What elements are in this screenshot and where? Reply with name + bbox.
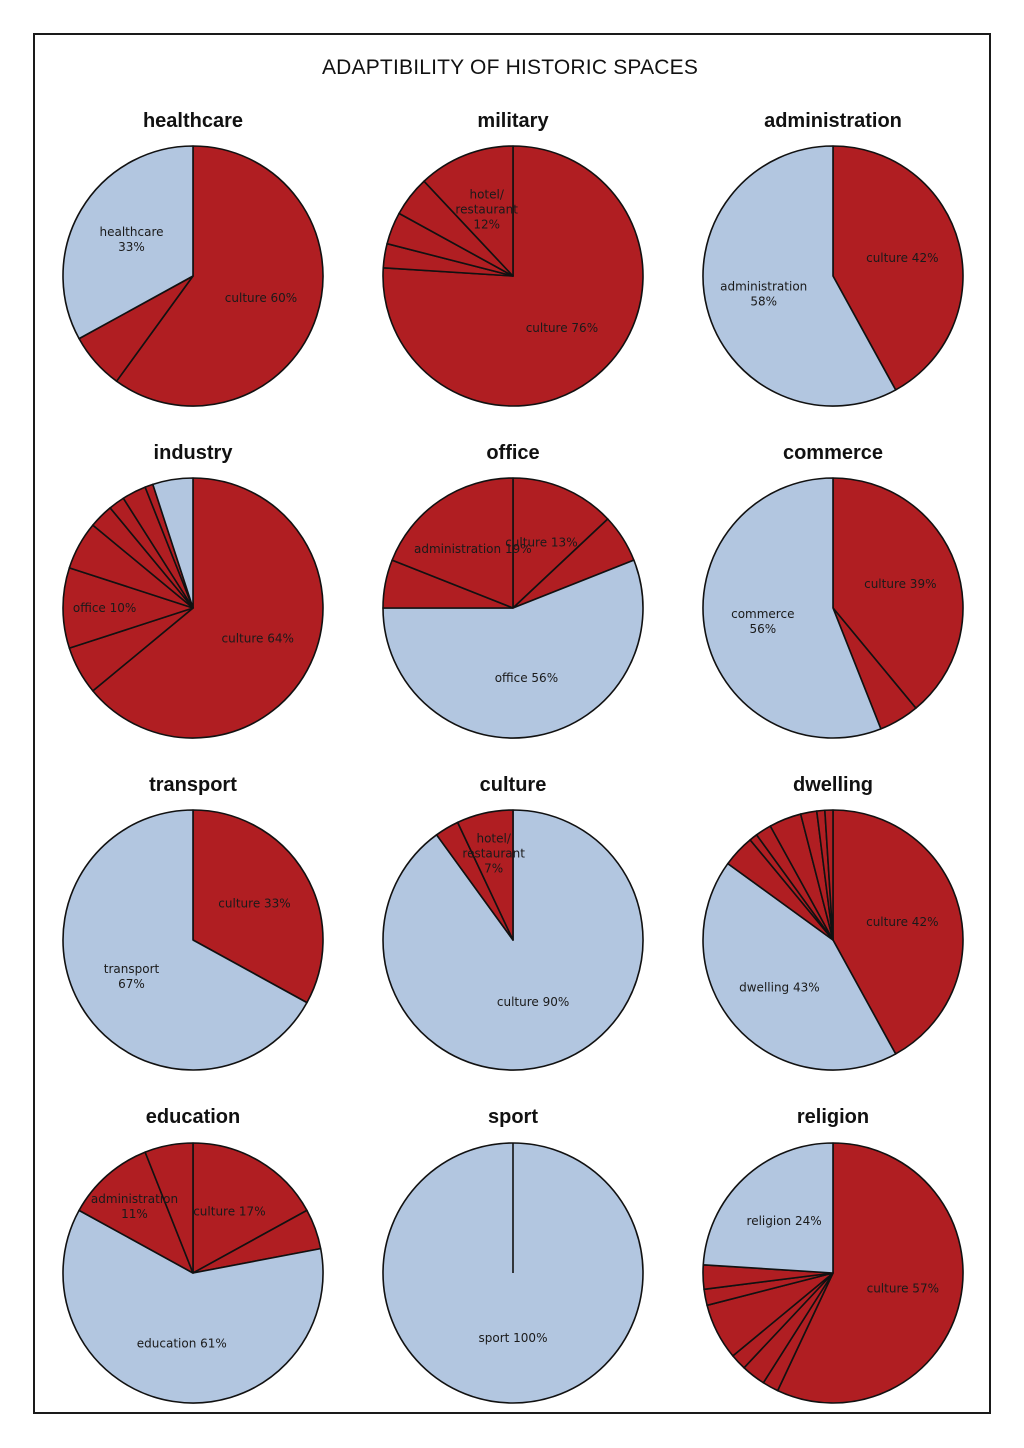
pie-office: office culture 13% office 56% administratio… — [382, 442, 644, 739]
slice-label: hotel/restaurant 12% — [455, 188, 518, 232]
slice-label: hotel/restaurant 7% — [462, 832, 525, 876]
slice-label: religion 24% — [747, 1214, 822, 1228]
pie-slice — [192, 809, 324, 1004]
slice-label: culture 90% — [497, 995, 569, 1009]
pie-title: commerce — [783, 442, 883, 464]
pie-religion: religion culture 57% religion 24% — [702, 1106, 964, 1404]
pie-industry: industry culture 64% office 10% — [62, 442, 324, 739]
pie-slice — [832, 145, 964, 391]
pie-transport: transport culture 33% transport 67% — [62, 774, 324, 1071]
pie-healthcare: healthcare culture 60% healthcare 33% — [62, 110, 324, 407]
pie-title: religion — [797, 1106, 869, 1128]
slice-label: culture 13% — [505, 535, 577, 549]
pie-slice — [702, 1142, 834, 1274]
pie-slice — [382, 145, 644, 407]
pie-slice — [776, 1142, 964, 1404]
slice-label: administration 58% — [720, 279, 807, 308]
pie-title: education — [146, 1106, 240, 1128]
pie-sport: sport sport 100% — [382, 1106, 644, 1404]
pie-title: military — [477, 110, 549, 132]
pie-title: sport — [488, 1106, 538, 1128]
pie-slice — [702, 145, 897, 407]
slice-label: administration 19% — [414, 542, 532, 556]
pie-slice — [382, 559, 644, 739]
slice-label: sport 100% — [479, 1331, 548, 1345]
pie-slice — [152, 477, 194, 609]
pie-title: office — [486, 442, 539, 464]
pie-slice — [92, 477, 324, 739]
pie-slice — [702, 862, 897, 1071]
slice-label: commerce 56% — [731, 607, 794, 636]
slice-label: culture 33% — [218, 897, 290, 911]
slice-label: transport 67% — [104, 962, 160, 991]
pie-slice — [144, 1142, 194, 1274]
pie-title: dwelling — [793, 774, 873, 796]
pie-slice — [192, 1142, 308, 1274]
pie-slice — [62, 145, 194, 340]
pie-slice — [78, 1151, 194, 1274]
figure-frame — [33, 33, 991, 1414]
pie-slice — [62, 567, 194, 649]
pie-title: industry — [154, 442, 234, 464]
slice-label: administration 11% — [91, 1192, 178, 1221]
pie-title: transport — [149, 774, 237, 796]
pie-slice — [824, 809, 834, 941]
pie-slice — [62, 1209, 324, 1404]
slice-label: culture 39% — [864, 577, 936, 591]
slice-label: office 10% — [73, 601, 136, 615]
slice-label: culture 17% — [193, 1205, 265, 1219]
pie-military: military culture 76% hotel/restaurant 12% — [382, 110, 644, 407]
pie-slice — [382, 809, 644, 1071]
pie-title: administration — [764, 110, 902, 132]
pie-slice — [512, 477, 609, 609]
pie-slice — [702, 477, 882, 739]
slice-label: culture 76% — [526, 321, 598, 335]
pie-slice — [832, 809, 964, 1055]
pie-title: culture — [480, 774, 547, 796]
slice-label: office 56% — [495, 671, 558, 685]
page-title: ADAPTIBILITY OF HISTORIC SPACES — [321, 56, 699, 79]
pie-administration: administration culture 42% administration 5… — [702, 110, 964, 407]
slice-label: culture 42% — [866, 251, 938, 265]
pie-education: education culture 17% education 61% adminis… — [62, 1106, 324, 1404]
slice-label: culture 42% — [866, 915, 938, 929]
pie-slice — [391, 477, 514, 609]
slice-label: culture 64% — [222, 631, 294, 645]
pie-slice — [456, 809, 514, 941]
pie-slice — [832, 477, 964, 709]
pie-culture: culture culture 90% hotel/restaurant 7% — [382, 774, 644, 1071]
slice-label: education 61% — [137, 1337, 227, 1351]
pie-commerce: commerce culture 39% commerce 56% — [702, 442, 964, 739]
pie-dwelling: dwelling culture 42% dwelling 43% — [702, 774, 964, 1071]
slice-label: culture 57% — [867, 1282, 939, 1296]
pie-slice — [62, 809, 308, 1071]
pie-title: healthcare — [143, 110, 243, 132]
slice-label: dwelling 43% — [739, 980, 820, 994]
pie-slice — [115, 145, 324, 407]
pie-slice — [423, 145, 514, 277]
slice-label: healthcare 33% — [100, 225, 164, 254]
slice-label: culture 60% — [225, 291, 297, 305]
